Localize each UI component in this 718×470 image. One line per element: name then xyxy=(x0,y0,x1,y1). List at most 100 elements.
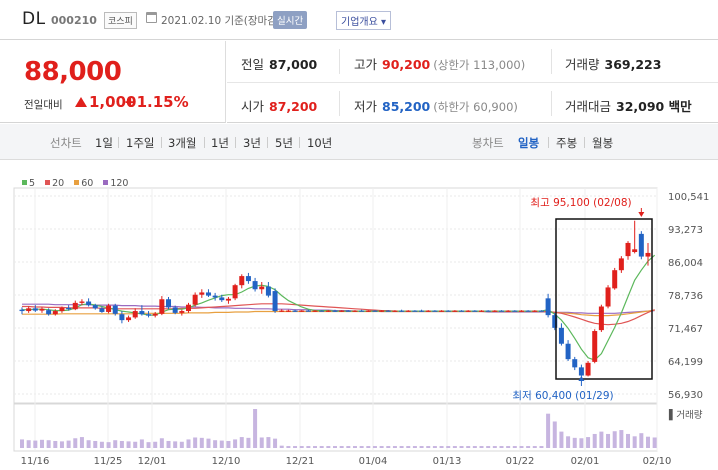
high-annotation: 최고 95,100 (02/08) xyxy=(530,197,631,209)
candle xyxy=(485,310,491,312)
period-toolbar: 선차트 1일 1주일 3개월 1년 3년 5년 10년 봉차트 일봉 주봉 월봉 xyxy=(0,124,718,160)
volume-bar xyxy=(346,446,351,448)
volume-bar xyxy=(339,446,344,448)
volume-bar xyxy=(352,446,357,448)
period-3y[interactable]: 3년 xyxy=(243,136,261,150)
candle-body xyxy=(638,233,644,257)
candle xyxy=(185,302,191,313)
period-10y[interactable]: 10년 xyxy=(307,136,333,150)
volume-bar xyxy=(206,438,211,448)
x-tick-label: 12/21 xyxy=(286,456,315,467)
period-5y[interactable]: 5년 xyxy=(275,136,293,150)
candle-body xyxy=(345,310,351,312)
period-1d[interactable]: 1일 xyxy=(95,136,113,150)
candle xyxy=(445,310,451,312)
volume-bar xyxy=(492,446,497,448)
candle-daily[interactable]: 일봉 xyxy=(518,136,540,150)
y-tick-label: 100,541 xyxy=(668,192,709,203)
candle-body xyxy=(578,367,584,376)
volume-bar xyxy=(406,446,411,448)
period-1y[interactable]: 1년 xyxy=(211,136,229,150)
candle xyxy=(618,256,624,273)
candle xyxy=(126,315,132,322)
candle-weekly[interactable]: 주봉 xyxy=(556,136,578,150)
candle xyxy=(605,285,611,309)
volume-bar xyxy=(432,446,437,448)
candle xyxy=(352,310,358,312)
current-price: 88,000 xyxy=(24,57,122,87)
candle xyxy=(645,242,651,266)
candle-body xyxy=(132,311,138,318)
y-tick-label: 56,930 xyxy=(668,390,703,401)
candle xyxy=(598,304,604,332)
candle xyxy=(359,309,365,312)
volume-bar xyxy=(546,413,551,448)
candle xyxy=(419,309,425,312)
volume-bar xyxy=(359,446,364,448)
period-3m[interactable]: 3개월 xyxy=(168,136,197,150)
candle-body xyxy=(405,310,411,312)
candle-body xyxy=(245,276,251,282)
volume-bar xyxy=(86,440,91,448)
volume-bar xyxy=(293,446,298,448)
candle xyxy=(119,311,125,324)
candle-body xyxy=(558,327,564,344)
candle xyxy=(465,310,471,312)
candle xyxy=(305,309,311,312)
candle xyxy=(339,310,345,312)
volume-bar xyxy=(106,442,111,448)
candle xyxy=(585,360,591,377)
volume-bar xyxy=(166,440,171,448)
candle xyxy=(385,310,391,312)
volume-bar xyxy=(499,446,504,448)
stat-trade-amount: 거래대금 32,090 백만 xyxy=(565,99,692,114)
period-1w[interactable]: 1주일 xyxy=(126,136,155,150)
candle xyxy=(46,308,52,316)
candle-body xyxy=(399,310,405,312)
realtime-button[interactable]: 실시간 xyxy=(273,11,308,29)
candle xyxy=(472,310,478,312)
candle xyxy=(372,310,378,312)
volume-bar xyxy=(119,440,124,448)
candle xyxy=(532,310,538,312)
volume-bar xyxy=(579,438,584,448)
candle xyxy=(545,293,551,318)
stat-high: 고가 90,200 (상한가 113,000) xyxy=(354,57,526,72)
candle-body xyxy=(219,297,225,301)
volume-bar xyxy=(592,433,597,448)
legend-ma20: 20 xyxy=(45,178,64,189)
candle xyxy=(239,274,245,289)
company-info-dropdown[interactable]: 기업개요 ▾ xyxy=(336,11,391,30)
candle-body xyxy=(119,314,125,321)
candle xyxy=(325,310,331,312)
candle xyxy=(565,340,571,361)
volume-bar xyxy=(279,445,284,448)
y-tick-label: 78,736 xyxy=(668,291,703,302)
candle-body xyxy=(472,310,478,312)
volume-bar xyxy=(366,446,371,448)
candle-monthly[interactable]: 월봉 xyxy=(592,136,614,150)
candle xyxy=(299,310,305,312)
candle-body xyxy=(26,308,32,312)
volume-bar xyxy=(253,409,258,448)
volume-bar xyxy=(452,446,457,448)
volume-bar xyxy=(539,446,544,448)
volume-bar xyxy=(639,433,644,448)
candle xyxy=(405,310,411,312)
candle-body xyxy=(212,295,218,298)
candle xyxy=(572,356,578,371)
volume-bar xyxy=(113,440,118,448)
volume-bar xyxy=(386,446,391,448)
volume-bar xyxy=(552,421,557,448)
candle xyxy=(106,303,112,314)
candle xyxy=(345,310,351,312)
candle-body xyxy=(479,310,485,312)
volume-bar xyxy=(286,446,291,448)
volume-bar xyxy=(326,446,331,448)
stat-volume: 거래량 369,223 xyxy=(565,57,662,72)
candle xyxy=(479,310,485,312)
volume-bar xyxy=(426,446,431,448)
candle-body xyxy=(19,309,25,312)
candle-body xyxy=(146,314,152,316)
